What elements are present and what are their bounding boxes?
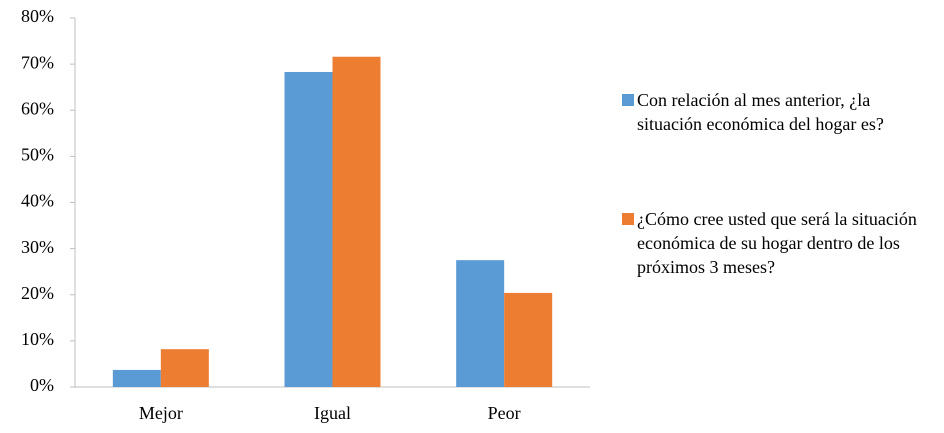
legend-label: ¿Cómo cree usted que será la situación e… (637, 209, 917, 277)
legend-swatch (622, 94, 634, 106)
y-tick-label: 80% (21, 6, 54, 26)
y-tick-label: 30% (21, 237, 54, 257)
legend-entry: Con relación al mes anterior, ¿la situac… (622, 88, 922, 136)
bar (112, 369, 161, 387)
bar (284, 71, 333, 387)
y-tick-label: 20% (21, 283, 54, 303)
x-tick-label: Mejor (139, 403, 183, 423)
y-tick-label: 70% (21, 52, 54, 72)
x-tick-label: Igual (314, 403, 351, 423)
bar (504, 292, 553, 387)
bar (332, 56, 381, 388)
bar (160, 349, 209, 387)
y-tick-label: 40% (21, 191, 54, 211)
y-tick-label: 50% (21, 145, 54, 165)
y-tick-label: 10% (21, 329, 54, 349)
x-tick-label: Peor (488, 403, 521, 423)
legend-label: Con relación al mes anterior, ¿la situac… (637, 90, 884, 134)
y-tick-label: 60% (21, 98, 54, 118)
y-tick-label: 0% (30, 375, 54, 395)
legend-entry: ¿Cómo cree usted que será la situación e… (622, 207, 922, 279)
legend-swatch (622, 213, 634, 225)
bar (456, 260, 505, 387)
